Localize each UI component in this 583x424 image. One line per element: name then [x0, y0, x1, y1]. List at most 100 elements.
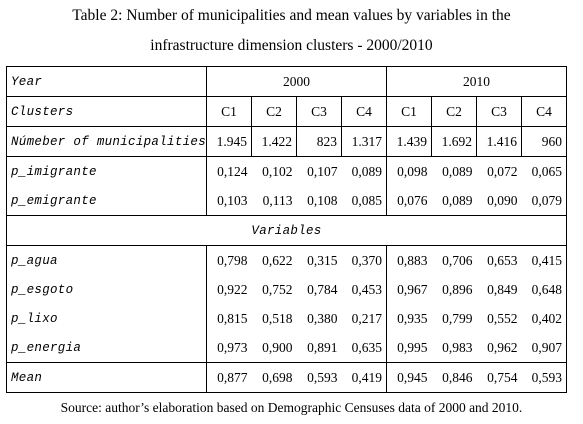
table-cell: 0,124: [217, 163, 248, 179]
table-cell: 0,085: [341, 186, 387, 216]
table-cell: 0,698: [262, 369, 293, 385]
table-cell: 1.416: [476, 126, 522, 157]
table-cell: 2010: [386, 66, 567, 97]
table-cell: C2: [431, 96, 477, 127]
table-cell: 0,593: [531, 369, 562, 385]
table-cell: 1.439: [386, 126, 432, 157]
table-cell: 0,798: [217, 252, 248, 268]
table-cell: 0,877: [217, 369, 248, 385]
source-note: Source: author’s elaboration based on De…: [60, 400, 523, 415]
table-cell: 0,900: [251, 333, 297, 363]
table-cell: C1: [206, 96, 252, 127]
table-cell: 0,907: [521, 333, 567, 363]
table-cell: 0,648: [531, 281, 562, 297]
table-row: p_emigrante 0,103 0,113 0,108 0,085 0,076 0,08…: [6, 186, 567, 216]
table-row: Númeber of municipalities 1.945 1.422 823 1.…: [6, 126, 567, 157]
table-cell: p_imigrante: [6, 156, 207, 186]
table-cell: C2: [251, 96, 297, 127]
table-row: Mean 0,877 0,698 0,593 0,419 0,945 0,846 0,754 0…: [6, 362, 567, 393]
table-cell: 0,079: [521, 186, 567, 216]
table-row: Variables: [6, 215, 567, 246]
table-cell: 0,635: [341, 333, 387, 363]
table-cell: 0,653: [487, 252, 518, 268]
table-cell: 0,315: [307, 252, 338, 268]
table-row: p_imigrante 0,124 0,102 0,107 0,089 0,098 0,08…: [6, 156, 567, 186]
table-cell: p_energia: [6, 333, 207, 363]
table-cell: p_esgoto: [6, 275, 207, 304]
table-cell: 823: [296, 126, 342, 157]
table-row: Clusters C1 C2 C3 C4 C1 C2 C3 C4: [6, 96, 567, 127]
table-cell: 0,883: [397, 252, 428, 268]
table-row: p_esgoto 0,922 0,752 0,784 0,453 0,967 0,896 0,…: [6, 275, 567, 304]
table-cell: 0,552: [487, 310, 518, 326]
table-cell: 0,107: [307, 163, 338, 179]
table-cell: 0,622: [262, 252, 293, 268]
table-row: p_energia 0,973 0,900 0,891 0,635 0,995 0,983 0…: [6, 333, 567, 363]
table-cell: 0,973: [206, 333, 252, 363]
table-cell: 0,113: [251, 186, 297, 216]
table-cell: C4: [521, 96, 567, 127]
table-cell: Year: [6, 66, 207, 97]
table-cell: 0,380: [307, 310, 338, 326]
table-cell: 0,962: [476, 333, 522, 363]
data-table: Year 2000 2010 Clusters C1 C2 C3 C4 C1 C2 C3 C4 Núme…: [6, 66, 567, 393]
table-cell: 0,089: [431, 186, 477, 216]
table-cell: 0,896: [442, 281, 473, 297]
table-cell: p_lixo: [6, 304, 207, 333]
table-cell: C3: [476, 96, 522, 127]
table-cell: 0,098: [397, 163, 428, 179]
table-cell: 0,593: [307, 369, 338, 385]
table-cell: 0,108: [296, 186, 342, 216]
table-cell: 0,922: [217, 281, 248, 297]
table-cell: Variables: [6, 215, 567, 246]
table-cell: Clusters: [6, 96, 207, 127]
table-cell: 0,891: [296, 333, 342, 363]
table-title: Table 2: Number of municipalities and me…: [72, 7, 511, 24]
table-cell: 0,945: [397, 369, 428, 385]
table-cell: 0,076: [386, 186, 432, 216]
table-title: infrastructure dimension clusters - 2000…: [150, 37, 433, 54]
table-cell: 0,995: [386, 333, 432, 363]
table-cell: 0,072: [487, 163, 518, 179]
table-cell: 0,102: [262, 163, 293, 179]
table-cell: 0,402: [531, 310, 562, 326]
table-row: Year 2000 2010: [6, 66, 567, 97]
table-cell: 0,983: [431, 333, 477, 363]
table-cell: 1.422: [251, 126, 297, 157]
table-cell: p_agua: [6, 245, 207, 275]
table-cell: 0,090: [476, 186, 522, 216]
table-cell: 1.317: [341, 126, 387, 157]
table-cell: 0,370: [341, 245, 387, 275]
table-cell: 0,089: [442, 163, 473, 179]
table-cell: 0,784: [307, 281, 338, 297]
table-cell: Númeber of municipalities: [6, 126, 207, 157]
table-cell: C4: [341, 96, 387, 127]
table-cell: C3: [296, 96, 342, 127]
table-cell: 0,935: [397, 310, 428, 326]
table-cell: 0,415: [531, 252, 562, 268]
table-cell: 0,217: [341, 304, 387, 333]
table-cell: 0,706: [442, 252, 473, 268]
table-cell: 2000: [206, 66, 387, 97]
table-cell: 0,065: [531, 163, 562, 179]
table-cell: 0,799: [442, 310, 473, 326]
table-row: p_agua 0,798 0,622 0,315 0,370 0,883 0,706 0,65…: [6, 245, 567, 275]
table-cell: 0,815: [217, 310, 248, 326]
table-cell: Mean: [6, 362, 207, 393]
table-cell: C1: [386, 96, 432, 127]
table-cell: 0,754: [487, 369, 518, 385]
table-cell: 0,089: [341, 156, 387, 186]
table-cell: 0,849: [487, 281, 518, 297]
table-cell: p_emigrante: [6, 186, 207, 216]
table-cell: 1.945: [206, 126, 252, 157]
table-cell: 0,846: [442, 369, 473, 385]
table-cell: 1.692: [431, 126, 477, 157]
table-cell: 0,752: [262, 281, 293, 297]
table-cell: 0,967: [397, 281, 428, 297]
table-cell: 960: [521, 126, 567, 157]
table-cell: 0,453: [341, 275, 387, 304]
table-cell: 0,103: [206, 186, 252, 216]
table-cell: 0,518: [262, 310, 293, 326]
table-row: p_lixo 0,815 0,518 0,380 0,217 0,935 0,799 0,55…: [6, 304, 567, 333]
